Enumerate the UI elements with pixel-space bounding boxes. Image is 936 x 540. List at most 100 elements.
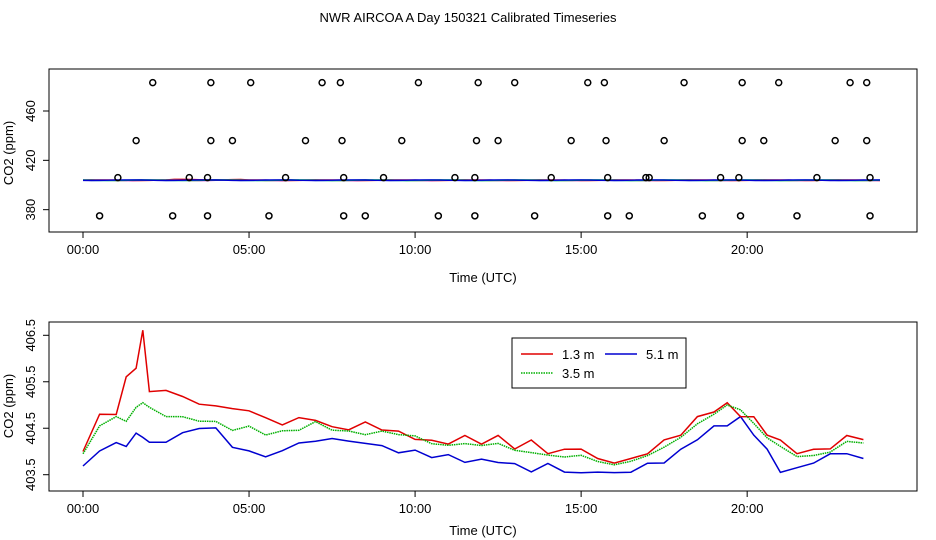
bottom-series-group <box>82 330 864 474</box>
legend-label-13: 1.3 m <box>562 347 595 362</box>
x-tick-label: 05:00 <box>233 501 266 516</box>
outlier-point <box>831 136 839 145</box>
bottom-x-axis-label: Time (UTC) <box>449 523 516 538</box>
outlier-point <box>339 173 348 182</box>
outlier-point <box>471 173 479 182</box>
outlier-point <box>716 173 725 182</box>
bottom-y-axis-label: CO2 (ppm) <box>1 374 16 438</box>
outlier-point <box>547 173 555 182</box>
chart-title: NWR AIRCOA A Day 150321 Calibrated Times… <box>320 10 617 25</box>
outlier-point <box>148 78 157 87</box>
outlier-point <box>207 136 215 145</box>
outlier-point <box>95 212 104 220</box>
outlier-point <box>625 212 634 220</box>
outlier-point <box>645 173 653 182</box>
outlier-point <box>203 212 212 220</box>
outlier-point <box>862 78 871 87</box>
outlier-point <box>398 136 406 145</box>
outlier-point <box>379 173 388 182</box>
top-x-axis-label: Time (UTC) <box>449 270 516 285</box>
outlier-point <box>680 78 688 87</box>
outlier-point <box>862 136 871 145</box>
x-tick-label: 15:00 <box>565 501 598 516</box>
outlier-point <box>760 136 768 145</box>
series-line-51 <box>82 415 864 474</box>
outlier-point <box>228 136 237 145</box>
outlier-point <box>530 212 539 220</box>
top-plot-frame <box>48 68 918 233</box>
top-panel: 00:00 05:00 10:00 15:00 20:00 380 420 460 Time… <box>1 68 918 285</box>
outlier-point <box>471 212 479 220</box>
outlier-point <box>567 136 575 145</box>
outlier-point <box>472 136 481 145</box>
outlier-point <box>698 212 707 220</box>
legend-box <box>511 337 687 389</box>
series-line-35 <box>82 401 864 466</box>
outlier-point <box>434 212 443 220</box>
outlier-point <box>735 173 743 182</box>
x-tick-label: 15:00 <box>565 242 598 257</box>
x-tick-label: 00:00 <box>67 501 100 516</box>
outlier-point <box>584 78 592 87</box>
y-tick-label: 405.5 <box>23 365 38 398</box>
top-outlier-group <box>95 78 874 220</box>
x-tick-label: 00:00 <box>67 242 100 257</box>
y-tick-label: 420 <box>23 149 38 171</box>
outlier-point <box>451 173 459 182</box>
outlier-point <box>846 78 854 87</box>
legend-label-35: 3.5 m <box>562 366 595 381</box>
bottom-plot-frame <box>48 321 918 492</box>
x-tick-label: 20:00 <box>731 501 764 516</box>
y-tick-label: 380 <box>23 199 38 221</box>
outlier-point <box>361 212 370 220</box>
outlier-point <box>207 78 215 87</box>
top-y-axis: 380 420 460 <box>23 100 49 221</box>
y-tick-label: 404.5 <box>23 412 38 445</box>
y-tick-label: 406.5 <box>23 319 38 352</box>
outlier-point <box>602 136 610 145</box>
outlier-point <box>494 136 502 145</box>
outlier-point <box>414 78 423 87</box>
y-tick-label: 403.5 <box>23 458 38 491</box>
outlier-point <box>510 78 519 87</box>
outlier-point <box>642 173 650 182</box>
outlier-point <box>603 212 612 220</box>
outlier-point <box>793 212 801 220</box>
top-series-line <box>82 179 880 182</box>
outlier-point <box>866 212 874 220</box>
outlier-point <box>738 136 746 145</box>
bottom-x-axis: 00:00 05:00 10:00 15:00 20:00 <box>67 491 764 516</box>
outlier-point <box>603 173 612 182</box>
outlier-point <box>114 173 122 182</box>
outlier-point <box>318 78 326 87</box>
x-tick-label: 20:00 <box>731 242 764 257</box>
outlier-point <box>738 78 746 87</box>
outlier-point <box>736 212 745 220</box>
outlier-point <box>660 136 668 145</box>
outlier-point <box>246 78 255 87</box>
outlier-point <box>338 136 346 145</box>
outlier-point <box>866 173 874 182</box>
outlier-point <box>336 78 345 87</box>
bottom-y-axis: 403.5 404.5 405.5 406.5 <box>23 319 49 491</box>
outlier-point <box>185 173 194 182</box>
y-tick-label: 460 <box>23 100 38 122</box>
outlier-point <box>813 173 821 182</box>
outlier-point <box>301 136 310 145</box>
outlier-point <box>265 212 273 220</box>
top-y-axis-label: CO2 (ppm) <box>1 121 16 185</box>
outlier-point <box>474 78 482 87</box>
x-tick-label: 10:00 <box>399 242 432 257</box>
legend-label-51: 5.1 m <box>646 347 679 362</box>
outlier-point <box>774 78 783 87</box>
x-tick-label: 05:00 <box>233 242 266 257</box>
outlier-point <box>132 136 140 145</box>
outlier-point <box>203 173 212 182</box>
legend: 1.3 m 5.1 m 3.5 m <box>511 337 687 389</box>
outlier-point <box>600 78 609 87</box>
x-tick-label: 10:00 <box>399 501 432 516</box>
top-x-axis: 00:00 05:00 10:00 15:00 20:00 <box>67 232 764 257</box>
outlier-point <box>339 212 348 220</box>
series-line-13 <box>82 330 864 464</box>
